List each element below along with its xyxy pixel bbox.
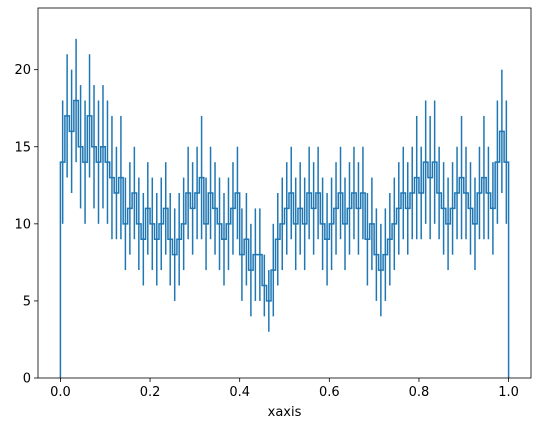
axes: 0.0 0.2 0.4 0.6 0.8 1.0 0 5 10 15 20 xyxy=(14,7,532,400)
y-tick-label: 20 xyxy=(14,63,31,78)
x-tick-label: 0.2 xyxy=(140,385,161,400)
x-tick-label: 0.0 xyxy=(50,385,71,400)
y-tick-label: 5 xyxy=(23,294,31,309)
y-tick-label: 15 xyxy=(14,140,31,155)
x-tick-label: 1.0 xyxy=(498,385,519,400)
x-axis-label: xaxis xyxy=(268,405,302,420)
axes-frame xyxy=(37,7,532,379)
plot-area xyxy=(59,38,510,378)
x-tick-label: 0.8 xyxy=(409,385,430,400)
x-tick-label: 0.6 xyxy=(319,385,340,400)
histogram-step-line xyxy=(59,99,510,378)
y-tick-label: 0 xyxy=(23,372,31,387)
x-tick-label: 0.4 xyxy=(229,385,250,400)
y-tick-label: 10 xyxy=(14,217,31,232)
